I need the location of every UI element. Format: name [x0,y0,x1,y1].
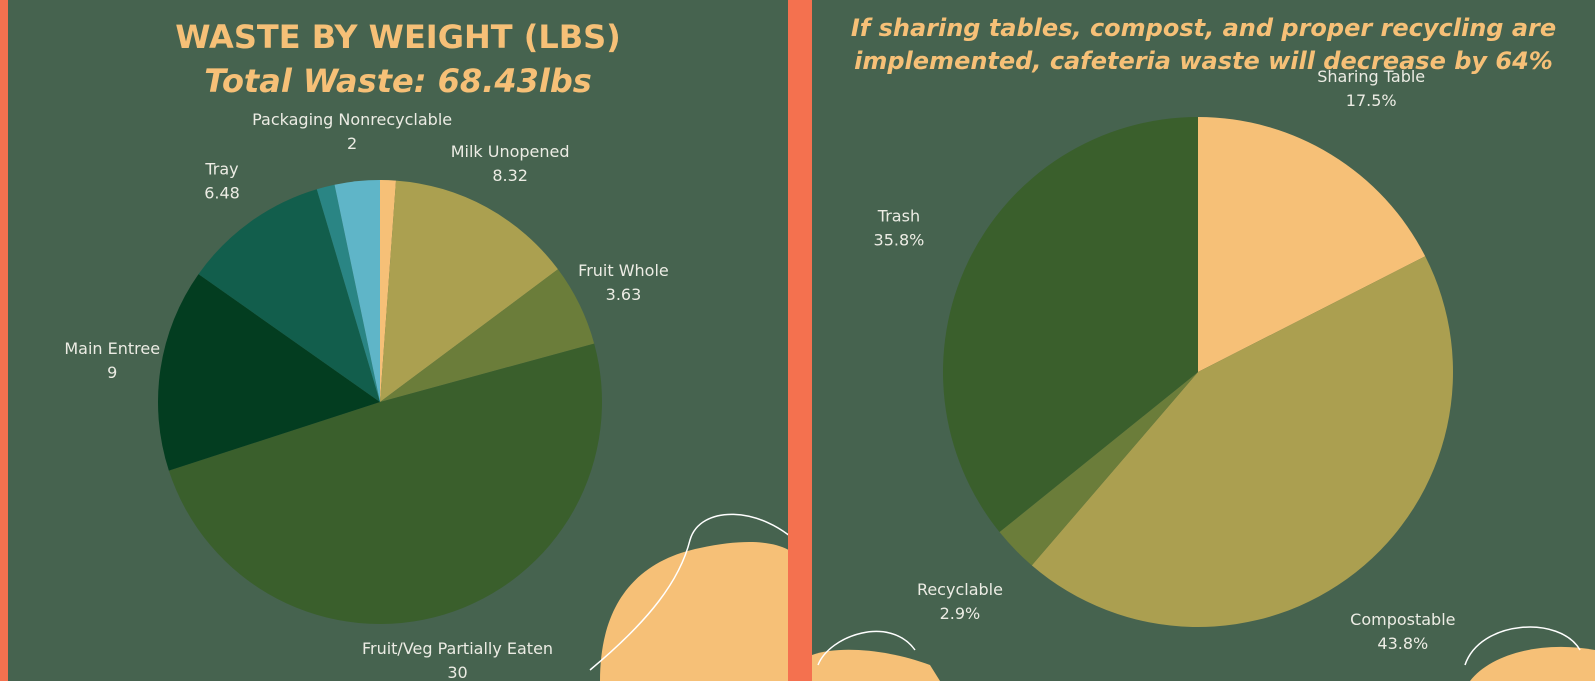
slice-label: Fruit Whole [578,261,669,280]
slice-label: Compostable [1350,610,1455,629]
slice-value: 30 [447,663,467,681]
slice-label: Tray [204,160,238,179]
decoration [590,514,800,681]
slice-label: Fruit/Veg Partially Eaten [362,639,553,658]
slice-value: 2 [347,134,357,153]
slice-value: 6.48 [204,184,240,203]
slice-label: Main Entree [64,339,160,358]
slice-value: 9 [107,363,117,382]
slice-value: 3.63 [606,285,642,304]
page: WASTE BY WEIGHT (LBS) Total Waste: 68.43… [0,0,1595,681]
decoration [812,627,1595,681]
slice-label: Packaging Nonrecyclable [252,110,452,129]
slice-value: 8.32 [492,166,528,185]
slice-value: 17.5% [1346,91,1397,110]
slice-label: Sharing Table [1317,67,1425,86]
slice-value: 35.8% [874,230,925,249]
chart: Milk Unopened 8.32 Fruit Whole 3.63 Fruit/Ve… [0,0,1595,681]
slice-value: 2.9% [940,604,981,623]
slice-label: Milk Unopened [451,142,570,161]
slice-label: Recyclable [917,580,1003,599]
slice-label: Trash [877,206,920,225]
slice-value: 43.8% [1377,634,1428,653]
